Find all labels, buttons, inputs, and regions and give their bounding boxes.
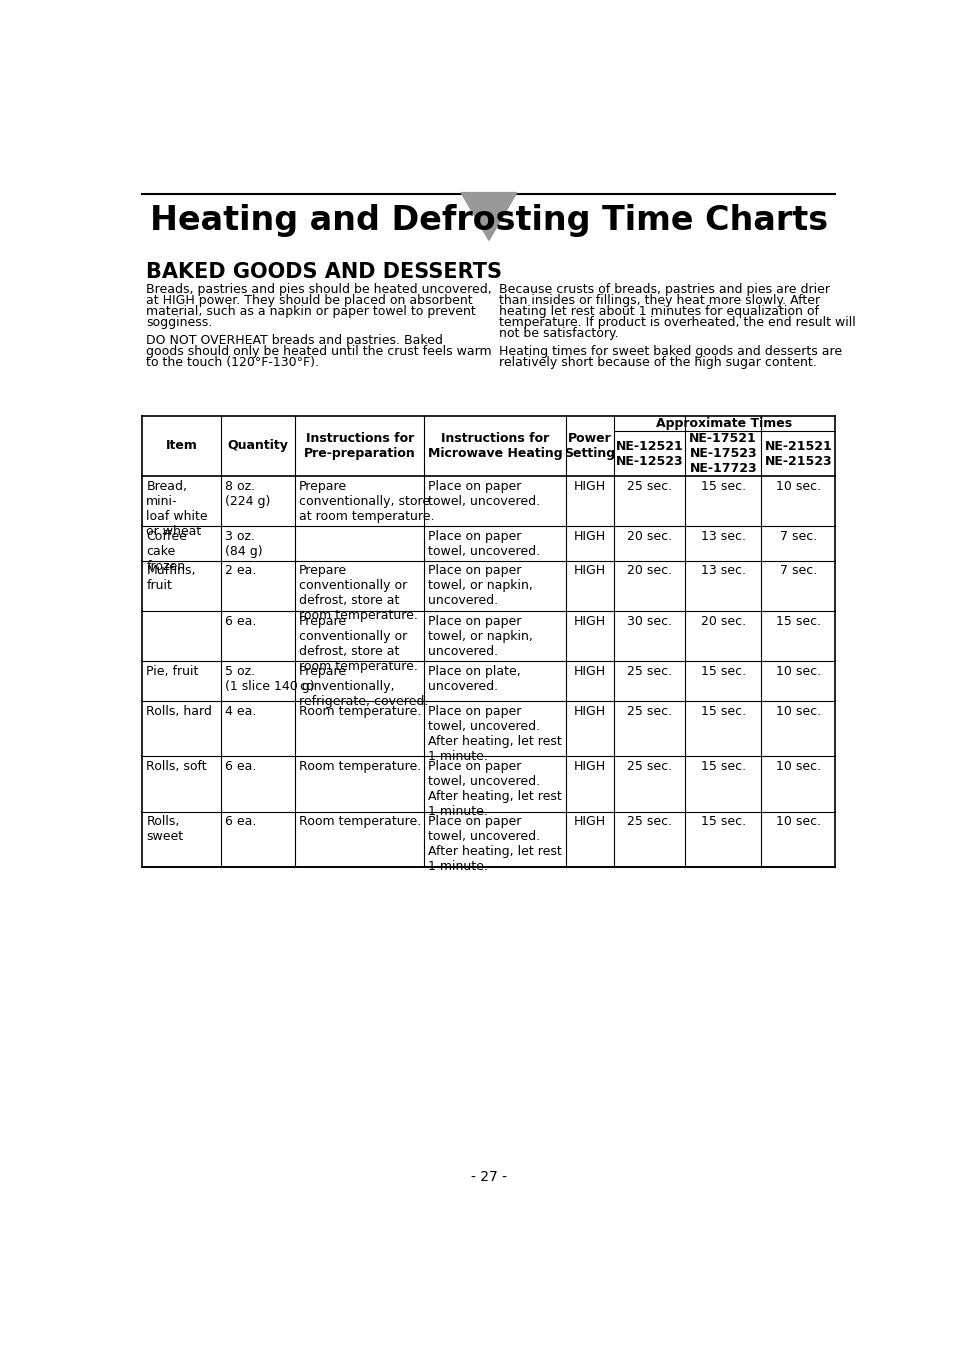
- Text: HIGH: HIGH: [573, 816, 605, 829]
- Text: Heating times for sweet baked goods and desserts are: Heating times for sweet baked goods and …: [498, 345, 841, 359]
- Text: Prepare
conventionally or
defrost, store at
room temperature.: Prepare conventionally or defrost, store…: [299, 615, 417, 673]
- Text: 10 sec.: 10 sec.: [775, 816, 820, 829]
- Text: Coffee
cake
frozen: Coffee cake frozen: [146, 530, 187, 573]
- Text: Power
Setting: Power Setting: [563, 431, 615, 460]
- Text: 5 oz.
(1 slice 140 g): 5 oz. (1 slice 140 g): [225, 665, 314, 693]
- Text: 15 sec.: 15 sec.: [700, 705, 745, 717]
- Text: Place on paper
towel, uncovered.
After heating, let rest
1 minute.: Place on paper towel, uncovered. After h…: [428, 760, 561, 818]
- Text: Room temperature.: Room temperature.: [299, 760, 421, 772]
- Text: 10 sec.: 10 sec.: [775, 480, 820, 493]
- Text: 6 ea.: 6 ea.: [225, 760, 256, 772]
- Text: temperature. If product is overheated, the end result will: temperature. If product is overheated, t…: [498, 315, 855, 329]
- Text: than insides or fillings, they heat more slowly. After: than insides or fillings, they heat more…: [498, 294, 820, 307]
- Text: 3 oz.
(84 g): 3 oz. (84 g): [225, 530, 262, 558]
- Text: BAKED GOODS AND DESSERTS: BAKED GOODS AND DESSERTS: [146, 262, 502, 282]
- Text: - 27 -: - 27 -: [471, 1170, 506, 1185]
- Text: 20 sec.: 20 sec.: [626, 530, 671, 543]
- Text: 20 sec.: 20 sec.: [700, 615, 745, 628]
- Text: Prepare
conventionally,
refrigerate, covered.: Prepare conventionally, refrigerate, cov…: [299, 665, 428, 708]
- Text: HIGH: HIGH: [573, 480, 605, 493]
- Text: to the touch (120°F-130°F).: to the touch (120°F-130°F).: [146, 356, 319, 369]
- Text: 15 sec.: 15 sec.: [700, 665, 745, 678]
- Text: Place on paper
towel, uncovered.: Place on paper towel, uncovered.: [428, 480, 539, 508]
- Text: Prepare
conventionally or
defrost, store at
room temperature.: Prepare conventionally or defrost, store…: [299, 565, 417, 623]
- Text: 25 sec.: 25 sec.: [626, 665, 671, 678]
- Text: relatively short because of the high sugar content.: relatively short because of the high sug…: [498, 356, 816, 369]
- Text: 25 sec.: 25 sec.: [626, 760, 671, 772]
- Text: 13 sec.: 13 sec.: [700, 530, 745, 543]
- Text: 10 sec.: 10 sec.: [775, 760, 820, 772]
- Text: Room temperature.: Room temperature.: [299, 816, 421, 829]
- Text: 30 sec.: 30 sec.: [626, 615, 671, 628]
- Text: Quantity: Quantity: [228, 439, 288, 453]
- Polygon shape: [460, 193, 517, 240]
- Text: 15 sec.: 15 sec.: [700, 760, 745, 772]
- Text: 6 ea.: 6 ea.: [225, 615, 256, 628]
- Text: material, such as a napkin or paper towel to prevent: material, such as a napkin or paper towe…: [146, 305, 476, 318]
- Text: Item: Item: [166, 439, 197, 453]
- Text: 13 sec.: 13 sec.: [700, 565, 745, 577]
- Text: 4 ea.: 4 ea.: [225, 705, 256, 717]
- Text: NE-12521
NE-12523: NE-12521 NE-12523: [615, 439, 682, 468]
- Text: Place on paper
towel, or napkin,
uncovered.: Place on paper towel, or napkin, uncover…: [428, 565, 533, 608]
- Text: Heating and Defrosting Time Charts: Heating and Defrosting Time Charts: [150, 204, 827, 237]
- Text: 25 sec.: 25 sec.: [626, 816, 671, 829]
- Text: 7 sec.: 7 sec.: [779, 530, 816, 543]
- Text: 8 oz.
(224 g): 8 oz. (224 g): [225, 480, 270, 508]
- Text: 15 sec.: 15 sec.: [775, 615, 820, 628]
- Text: HIGH: HIGH: [573, 760, 605, 772]
- Text: Breads, pastries and pies should be heated uncovered,: Breads, pastries and pies should be heat…: [146, 283, 492, 297]
- Text: Rolls, hard: Rolls, hard: [146, 705, 212, 717]
- Text: Room temperature.: Room temperature.: [299, 705, 421, 717]
- Text: 7 sec.: 7 sec.: [779, 565, 816, 577]
- Text: Pie, fruit: Pie, fruit: [146, 665, 198, 678]
- Text: Place on paper
towel, uncovered.
After heating, let rest
1 minute.: Place on paper towel, uncovered. After h…: [428, 705, 561, 763]
- Text: Prepare
conventionally, store
at room temperature.: Prepare conventionally, store at room te…: [299, 480, 435, 523]
- Text: Approximate Times: Approximate Times: [656, 418, 792, 430]
- Text: HIGH: HIGH: [573, 530, 605, 543]
- Text: heating let rest about 1 minutes for equalization of: heating let rest about 1 minutes for equ…: [498, 305, 818, 318]
- Text: 20 sec.: 20 sec.: [626, 565, 671, 577]
- Text: 10 sec.: 10 sec.: [775, 705, 820, 717]
- Text: Place on paper
towel, uncovered.: Place on paper towel, uncovered.: [428, 530, 539, 558]
- Text: Place on paper
towel, uncovered.
After heating, let rest
1 minute.: Place on paper towel, uncovered. After h…: [428, 816, 561, 874]
- Text: 6 ea.: 6 ea.: [225, 816, 256, 829]
- Text: HIGH: HIGH: [573, 705, 605, 717]
- Text: NE-17521
NE-17523
NE-17723: NE-17521 NE-17523 NE-17723: [689, 433, 757, 474]
- Text: Bread,
mini-
loaf white
or wheat: Bread, mini- loaf white or wheat: [146, 480, 208, 538]
- Text: Place on plate,
uncovered.: Place on plate, uncovered.: [428, 665, 520, 693]
- Text: goods should only be heated until the crust feels warm: goods should only be heated until the cr…: [146, 345, 492, 359]
- Text: 25 sec.: 25 sec.: [626, 480, 671, 493]
- Text: Instructions for
Microwave Heating: Instructions for Microwave Heating: [427, 431, 561, 460]
- Text: HIGH: HIGH: [573, 565, 605, 577]
- Text: 2 ea.: 2 ea.: [225, 565, 256, 577]
- Text: 25 sec.: 25 sec.: [626, 705, 671, 717]
- Text: at HIGH power. They should be placed on absorbent: at HIGH power. They should be placed on …: [146, 294, 473, 307]
- Text: NE-21521
NE-21523: NE-21521 NE-21523: [763, 439, 831, 468]
- Text: Because crusts of breads, pastries and pies are drier: Because crusts of breads, pastries and p…: [498, 283, 829, 297]
- Text: HIGH: HIGH: [573, 615, 605, 628]
- Text: sogginess.: sogginess.: [146, 315, 213, 329]
- Text: not be satisfactory.: not be satisfactory.: [498, 326, 618, 340]
- Text: Rolls, soft: Rolls, soft: [146, 760, 207, 772]
- Text: Muffins,
fruit: Muffins, fruit: [146, 565, 195, 593]
- Text: HIGH: HIGH: [573, 665, 605, 678]
- Text: 15 sec.: 15 sec.: [700, 816, 745, 829]
- Text: Instructions for
Pre-preparation: Instructions for Pre-preparation: [304, 431, 416, 460]
- Text: 10 sec.: 10 sec.: [775, 665, 820, 678]
- Text: Place on paper
towel, or napkin,
uncovered.: Place on paper towel, or napkin, uncover…: [428, 615, 533, 658]
- Text: DO NOT OVERHEAT breads and pastries. Baked: DO NOT OVERHEAT breads and pastries. Bak…: [146, 334, 443, 348]
- Text: Rolls,
sweet: Rolls, sweet: [146, 816, 183, 844]
- Text: 15 sec.: 15 sec.: [700, 480, 745, 493]
